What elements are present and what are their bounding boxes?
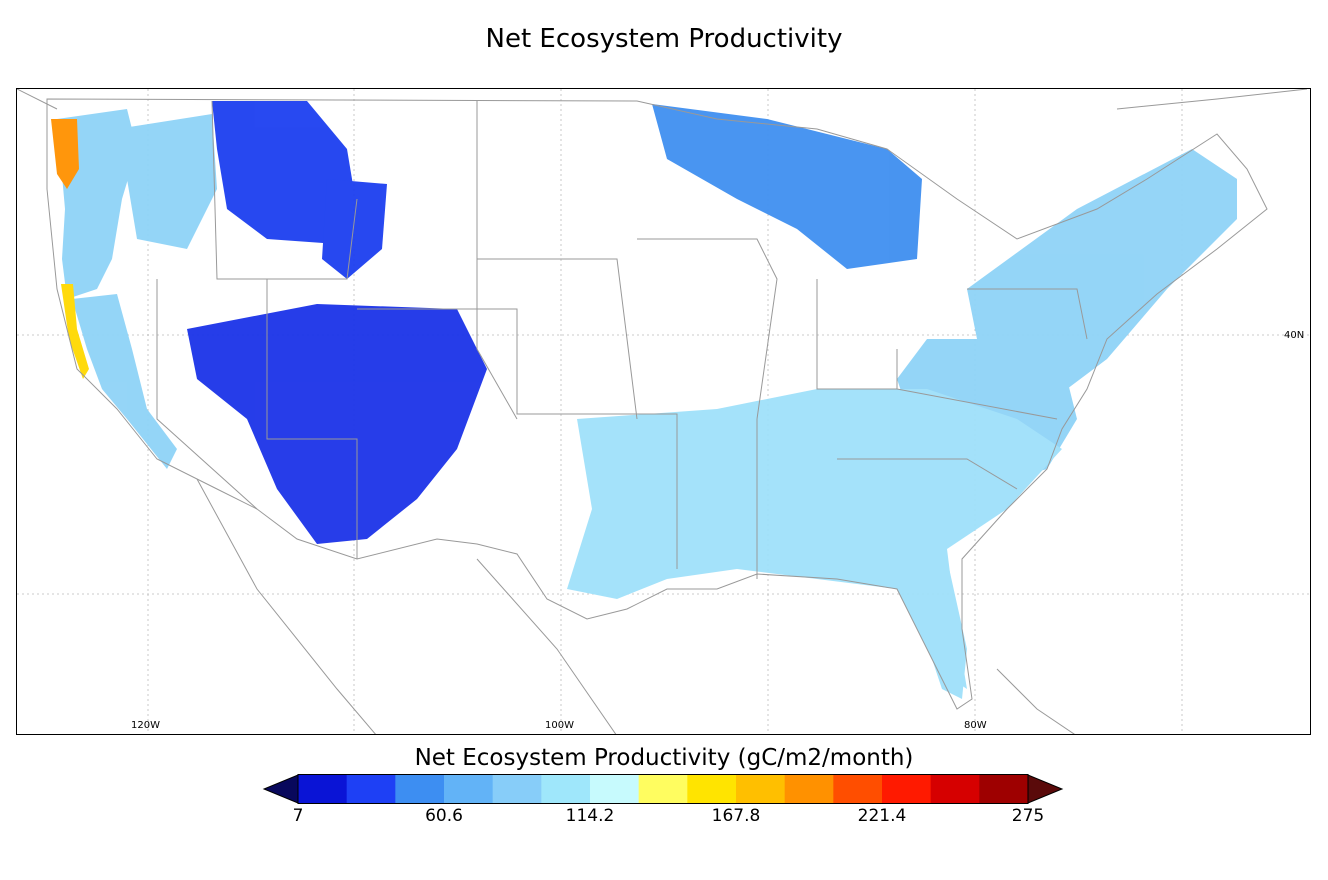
colorbar-segment xyxy=(444,774,494,804)
map-title: Net Ecosystem Productivity xyxy=(485,24,843,54)
colorbar-tick-label: 60.6 xyxy=(425,806,463,826)
caribbean-coast xyxy=(996,668,1075,734)
colorbar-segment xyxy=(833,774,883,804)
colorbar-segment xyxy=(979,774,1029,804)
region-oregon-coast-high xyxy=(51,119,79,189)
state-line xyxy=(211,100,358,280)
colorbar-segment xyxy=(784,774,834,804)
colorbar-segment xyxy=(882,774,932,804)
region-upper-midwest xyxy=(652,104,922,269)
colorbar-segment xyxy=(736,774,786,804)
productivity-field xyxy=(51,101,1237,699)
colorbar-segment xyxy=(492,774,542,804)
colorbar-segment xyxy=(590,774,640,804)
region-florida xyxy=(897,559,967,699)
colorbar-tick-label: 114.2 xyxy=(565,806,615,826)
state-line xyxy=(837,458,1018,490)
colorbar-tick-label: 167.8 xyxy=(711,806,761,826)
canada-coast xyxy=(17,89,1308,110)
map-canvas xyxy=(17,89,1310,734)
state-line xyxy=(266,279,358,559)
colorbar-title: Net Ecosystem Productivity (gC/m2/month) xyxy=(414,745,914,771)
colorbar-over-arrow xyxy=(1027,774,1064,804)
lat-label-40n: 40N xyxy=(1284,330,1305,341)
colorbar-segment xyxy=(346,774,396,804)
region-northern-rockies xyxy=(212,101,357,244)
state-line xyxy=(156,279,258,510)
colorbar-segment xyxy=(638,774,688,804)
colorbar-segment xyxy=(395,774,445,804)
colorbar-segment xyxy=(930,774,980,804)
colorbar xyxy=(262,774,1064,804)
region-california-coast xyxy=(72,294,177,469)
baja-coast xyxy=(196,478,376,734)
lon-label-100w: 100W xyxy=(545,720,574,731)
state-line xyxy=(637,238,778,420)
colorbar-under-arrow xyxy=(262,774,299,804)
colorbar-segment xyxy=(298,774,348,804)
state-line xyxy=(816,279,898,390)
colorbar-tick-label: 221.4 xyxy=(857,806,907,826)
state-line xyxy=(477,258,638,420)
state-line xyxy=(476,101,518,420)
region-california-coast-high xyxy=(61,284,89,379)
map-panel xyxy=(16,88,1311,735)
state-line xyxy=(676,419,758,579)
region-bighorn xyxy=(322,179,387,279)
colorbar-tick-label: 275 xyxy=(1011,806,1045,826)
region-northeast xyxy=(967,149,1237,389)
state-line xyxy=(896,388,1058,420)
colorbar-segment xyxy=(687,774,737,804)
region-southern-rockies xyxy=(187,304,487,544)
region-pacific-northwest-inland xyxy=(117,114,217,249)
state-line xyxy=(967,288,1088,340)
colorbar-tick-label: 7 xyxy=(292,806,304,826)
state-line xyxy=(357,308,678,489)
lon-label-80w: 80W xyxy=(964,720,987,731)
region-southeast xyxy=(567,389,1062,689)
colorbar-segment xyxy=(541,774,591,804)
us-outline xyxy=(46,98,1268,710)
boundary-lines xyxy=(17,89,1308,734)
lon-label-120w: 120W xyxy=(131,720,160,731)
mexico-coast xyxy=(476,558,617,734)
